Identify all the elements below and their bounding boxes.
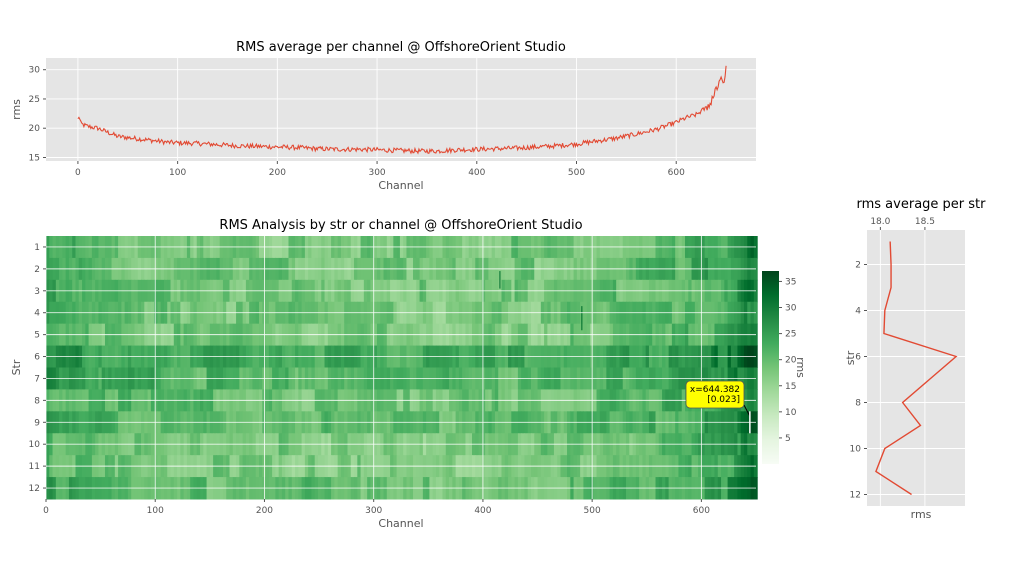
top-y-ticks: 15 20 25 30 <box>29 66 46 163</box>
heatmap-x-tick-label: 300 <box>365 506 382 516</box>
colorbar <box>762 271 779 464</box>
top-x-axis-label: Channel <box>378 179 423 192</box>
top-x-tick-label: 400 <box>468 168 485 178</box>
heatmap-row-label: 7 <box>34 374 40 384</box>
colorbar-tick-label: 30 <box>785 304 797 314</box>
side-x-ticks: 18.0 18.5 <box>870 217 935 230</box>
heatmap-y-axis-label: Str <box>10 359 23 375</box>
side-y-axis-label: str <box>844 350 857 365</box>
top-x-tick-label: 0 <box>75 168 81 178</box>
annotation-arrow <box>743 404 751 417</box>
heatmap-cells <box>46 236 758 500</box>
side-x-tick-label: 18.0 <box>870 217 890 227</box>
side-chart-title: rms average per str <box>857 197 987 212</box>
heatmap-row-label: 10 <box>29 440 41 450</box>
heatmap-row-label: 2 <box>34 265 40 275</box>
annotation-line: x=644.382 <box>690 385 740 395</box>
heatmap-x-axis-label: Channel <box>378 517 423 530</box>
side-x-axis-label: rms <box>911 508 932 521</box>
side-x-tick-label: 18.5 <box>915 217 935 227</box>
annotation-line: [0.023] <box>707 395 740 405</box>
side-y-tick-label: 10 <box>850 445 862 455</box>
heatmap-cell <box>581 306 583 331</box>
top-chart-title: RMS average per channel @ OffshoreOrient… <box>236 40 566 55</box>
heatmap-gridlines <box>45 236 756 499</box>
side-y-tick-label: 6 <box>855 353 861 363</box>
heatmap-row-label: 4 <box>34 309 40 319</box>
top-x-tick-label: 500 <box>568 168 585 178</box>
side-y-tick-label: 8 <box>855 399 861 409</box>
colorbar-tick-label: 15 <box>785 382 796 392</box>
colorbar-tick-label: 35 <box>785 277 796 287</box>
side-rms-line <box>875 241 958 496</box>
rms-heatmap-chart: RMS Analysis by str or channel @ Offshor… <box>10 218 807 530</box>
side-plot-area <box>867 230 965 506</box>
rms-per-channel-chart: RMS average per channel @ OffshoreOrient… <box>10 40 756 192</box>
top-y-axis-label: rms <box>10 99 23 120</box>
top-y-tick-label: 25 <box>29 95 40 105</box>
side-y-tick-label: 12 <box>850 491 861 501</box>
top-y-tick-label: 15 <box>29 153 40 163</box>
heatmap-title: RMS Analysis by str or channel @ Offshor… <box>219 218 582 233</box>
heatmap-x-tick-label: 500 <box>584 506 601 516</box>
heatmap-x-ticks: 0 100 200 300 400 500 600 <box>43 499 710 516</box>
heatmap-x-tick-label: 100 <box>147 506 164 516</box>
heatmap-row-label: 11 <box>29 462 40 472</box>
heatmap-row-label: 8 <box>34 396 40 406</box>
heatmap-x-tick-label: 600 <box>693 506 710 516</box>
colorbar-tick-label: 5 <box>785 434 791 444</box>
heatmap-row-label: 9 <box>34 418 40 428</box>
heatmap-row-label: 3 <box>34 287 40 297</box>
colorbar-tick-label: 25 <box>785 330 796 340</box>
top-x-tick-label: 200 <box>269 168 286 178</box>
colorbar-tick-label: 20 <box>785 356 797 366</box>
colorbar-tick-label: 10 <box>785 408 797 418</box>
side-y-tick-label: 2 <box>855 261 861 271</box>
side-y-tick-label: 4 <box>855 307 861 317</box>
top-gridlines <box>46 58 756 161</box>
heatmap-row-label: 12 <box>29 484 40 494</box>
heatmap-row-label: 6 <box>34 353 40 363</box>
annotation-box <box>685 380 745 409</box>
heatmap-cell <box>499 271 501 289</box>
colorbar-ticks: 5 10 15 20 25 30 35 <box>779 277 797 444</box>
top-rms-line <box>77 65 727 155</box>
top-x-tick-label: 300 <box>368 168 385 178</box>
heatmap-row-label: 5 <box>34 331 40 341</box>
heatmap-x-tick-label: 0 <box>43 506 49 516</box>
top-x-tick-label: 600 <box>668 168 685 178</box>
top-y-tick-label: 30 <box>29 66 41 76</box>
top-y-tick-label: 20 <box>29 124 41 134</box>
heatmap-x-tick-label: 200 <box>256 506 273 516</box>
top-x-ticks: 0 100 200 300 400 500 600 <box>75 161 685 178</box>
top-plot-area <box>46 58 756 161</box>
annotation-text: x=644.382 [0.023] <box>690 385 740 405</box>
colorbar-label: rms <box>794 357 807 378</box>
heatmap-row-label: 1 <box>34 243 40 253</box>
heatmap-x-tick-label: 400 <box>474 506 491 516</box>
rms-per-str-chart: rms average per str 18.0 18.5 2 4 6 8 10 12 rm… <box>844 197 986 521</box>
top-x-tick-label: 100 <box>169 168 186 178</box>
cursor-annotation[interactable]: x=644.382 [0.023] <box>685 380 751 434</box>
side-y-ticks: 2 4 6 8 10 12 <box>850 261 867 501</box>
